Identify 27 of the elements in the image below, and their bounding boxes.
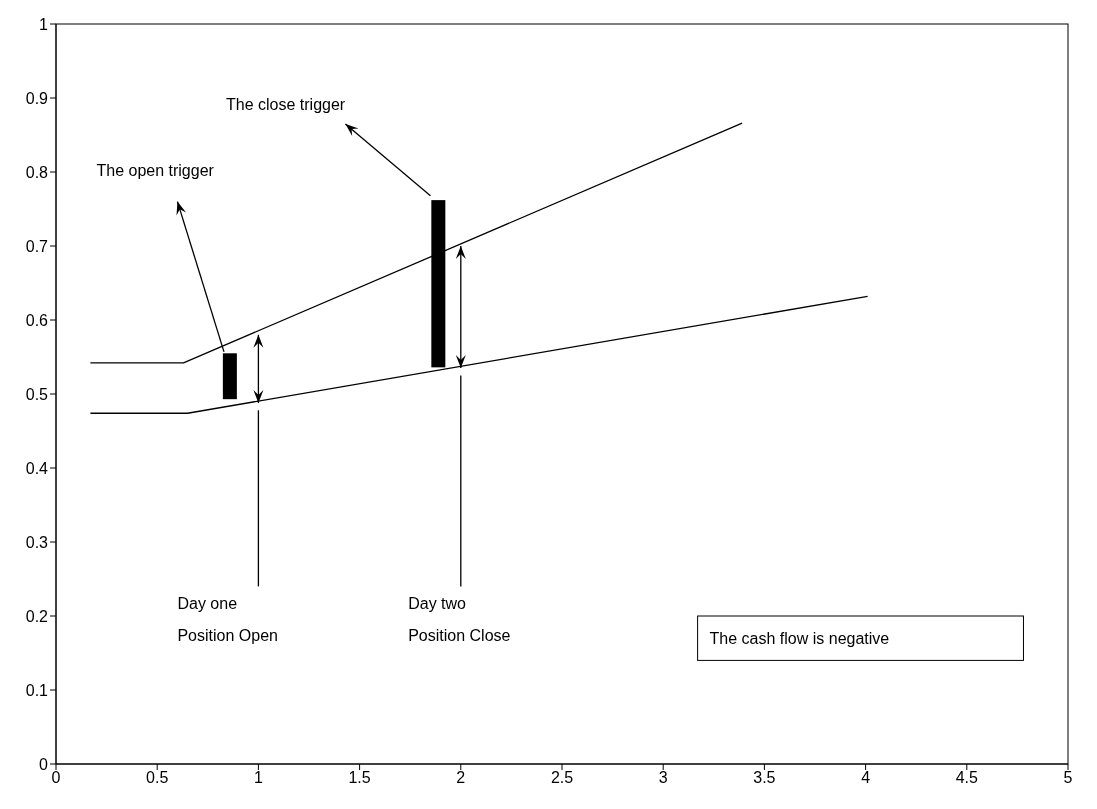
x-tick-label: 3.5 — [753, 769, 776, 787]
x-tick-label: 4 — [861, 769, 871, 787]
y-tick-label: 0.6 — [25, 311, 49, 329]
y-tick-label: 0.5 — [25, 385, 49, 403]
y-tick-label: 0.9 — [25, 89, 49, 107]
y-tick-label: 0.3 — [25, 533, 49, 551]
x-tick-label: 1 — [253, 769, 263, 787]
annotation: The cash flow is negative — [709, 630, 890, 647]
x-tick-label: 2.5 — [550, 769, 574, 787]
y-tick-label: 0 — [39, 755, 49, 773]
y-tick-label: 0.7 — [25, 237, 49, 255]
x-tick-label: 1.5 — [348, 769, 371, 787]
annotation: The open trigger — [96, 161, 215, 179]
y-tick-label: 0.2 — [25, 607, 49, 625]
y-tick-label: 0.4 — [25, 459, 49, 477]
x-tick-label: 5 — [1063, 769, 1073, 787]
annotation: The close trigger — [226, 95, 346, 113]
y-tick-label: 0.8 — [25, 163, 49, 181]
y-tick-label: 0.1 — [25, 681, 49, 699]
x-tick-label: 3 — [658, 769, 668, 787]
x-tick-label: 2 — [456, 769, 466, 787]
annotation: Day two Position Close — [408, 594, 511, 644]
x-tick-label: 0.5 — [146, 769, 169, 787]
x-tick-label: 4.5 — [955, 769, 979, 787]
annotation: Day one Position Open — [177, 594, 278, 644]
y-tick-label: 1 — [39, 15, 49, 33]
x-tick-label: 0 — [51, 769, 61, 787]
